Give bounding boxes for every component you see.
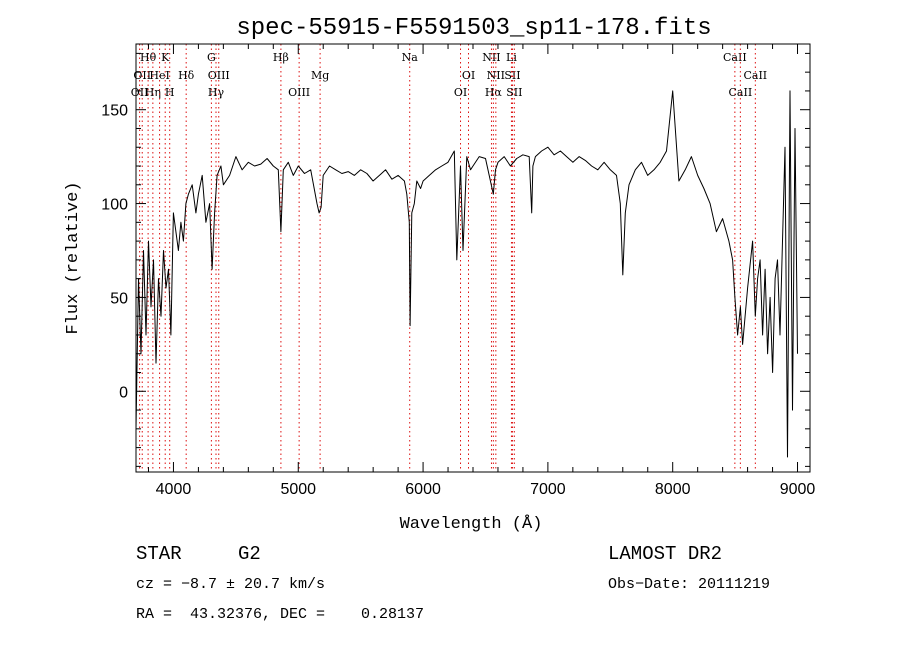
obs-date: Obs−Date: 20111219 xyxy=(608,576,771,593)
line-marker-label-18: Hα xyxy=(485,86,503,99)
x-tick-label-4: 8000 xyxy=(655,481,691,498)
line-marker-label-16: OI xyxy=(462,69,475,82)
cz-readout: cz = −8.7 ± 20.7 km/s xyxy=(136,576,326,593)
line-marker-label-17: NII xyxy=(482,51,500,64)
plot-frame xyxy=(135,43,811,473)
subclass: G2 xyxy=(238,543,261,565)
line-marker-label-24: CaII xyxy=(729,86,753,99)
y-axis-label: Flux (relative) xyxy=(64,181,83,334)
line-marker-label-13: Mg xyxy=(311,69,329,82)
object-class: STAR xyxy=(136,543,182,565)
line-marker-label-9: Hγ xyxy=(208,86,225,99)
x-tick-label-3: 7000 xyxy=(530,481,566,498)
chart-title: spec-55915-F5591503_sp11-178.fits xyxy=(236,15,711,42)
line-marker-label-25: CaII xyxy=(743,69,767,82)
line-marker-label-8: G xyxy=(207,51,216,64)
line-marker-label-12: OIII xyxy=(288,86,310,99)
line-marker-label-2: Hθ xyxy=(140,51,157,64)
line-marker-label-6: H xyxy=(165,86,175,99)
y-tick-label-0: 0 xyxy=(119,384,128,401)
line-marker-label-14: Na xyxy=(402,51,419,64)
line-marker-label-4: HeI xyxy=(149,69,169,82)
line-marker-label-23: CaII xyxy=(723,51,747,64)
x-tick-label-5: 9000 xyxy=(780,481,816,498)
line-marker-label-22: SII xyxy=(506,86,522,99)
radec-readout: RA = 43.32376, DEC = 0.28137 xyxy=(136,606,425,623)
line-marker-label-21: SII xyxy=(504,69,520,82)
x-axis-label: Wavelength (Å) xyxy=(400,515,543,534)
survey-label: LAMOST DR2 xyxy=(608,543,723,565)
series-layer xyxy=(135,90,798,458)
line-marker-label-5: K xyxy=(161,51,170,64)
y-tick-label-2: 100 xyxy=(101,197,128,214)
line-marker-label-20: Li xyxy=(506,51,517,64)
line-marker-label-11: Hβ xyxy=(273,51,289,64)
line-markers: OIIOIIHθHηHeIKHHδGHγOIIIHβOIIIMgNaOIOINI… xyxy=(131,44,767,472)
line-marker-label-10: OIII xyxy=(208,69,230,82)
line-marker-label-19: NII xyxy=(487,69,505,82)
line-marker-label-15: OI xyxy=(454,86,467,99)
axis-ticks: 4000 5000 6000 7000 8000 9000 0 50 100 150 xyxy=(101,44,815,498)
line-marker-label-3: Hη xyxy=(145,86,161,99)
series-line-0 xyxy=(135,90,798,458)
x-tick-label-0: 4000 xyxy=(156,481,192,498)
line-marker-label-1: OII xyxy=(131,86,149,99)
x-tick-label-2: 6000 xyxy=(405,481,441,498)
y-tick-label-3: 150 xyxy=(101,103,128,120)
y-tick-label-1: 50 xyxy=(110,290,128,307)
line-marker-label-7: Hδ xyxy=(178,69,195,82)
x-tick-label-1: 5000 xyxy=(280,481,316,498)
